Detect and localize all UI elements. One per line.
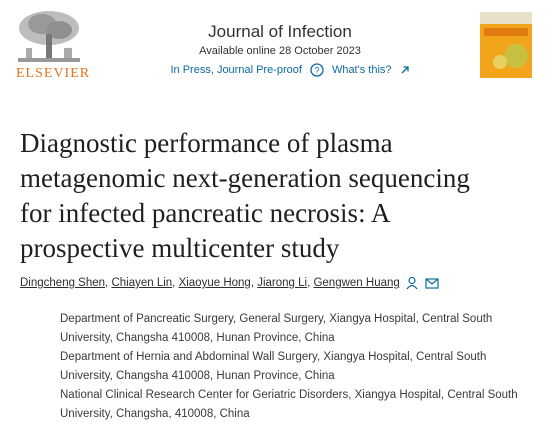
affiliation: National Clinical Research Center for Ge…	[60, 389, 518, 420]
separator: ,	[307, 277, 314, 289]
available-date: Available online 28 October 2023	[199, 45, 361, 57]
article-title: Diagnostic performance of plasma metagen…	[20, 126, 470, 266]
separator: ,	[105, 277, 112, 289]
title-line: for infected pancreatic necrosis: A	[20, 198, 391, 228]
status[interactable]: In Press, Journal Pre-proof	[170, 64, 302, 76]
author-icons[interactable]	[406, 276, 440, 290]
affiliation: Department of Hernia and Abdominal Wall …	[60, 351, 487, 382]
whats-this[interactable]: What's this?	[331, 64, 392, 76]
help-icon[interactable]: ?	[310, 63, 324, 77]
elsevier-logo	[14, 8, 84, 66]
author[interactable]: Xiaoyue Hong	[178, 277, 251, 289]
affiliations: Department of Pancreatic Surgery, Genera…	[60, 310, 538, 424]
svg-text:?: ?	[314, 66, 319, 76]
authors: Dingcheng Shen, Chiayen Lin, Xiaoyue Hon…	[20, 276, 440, 290]
author[interactable]: Gengwen Huang	[313, 277, 400, 289]
affiliation: Department of Pancreatic Surgery, Genera…	[60, 313, 493, 344]
title-line: Diagnostic performance of plasma	[20, 128, 393, 158]
journal-name[interactable]: Journal of Infection	[208, 22, 352, 41]
publisher: ELSEVIER	[16, 66, 91, 81]
status-row: In Press, Journal Pre-proof ? What's thi…	[150, 63, 430, 77]
author[interactable]: Chiayen Lin	[111, 277, 173, 289]
title-line: prospective multicenter study	[20, 233, 340, 263]
separator: ,	[172, 277, 179, 289]
author[interactable]: Dingcheng Shen	[20, 277, 106, 289]
title-line: metagenomic next-generation sequencing	[20, 163, 470, 193]
author[interactable]: Jiarong Li	[257, 277, 308, 289]
separator: ,	[250, 277, 258, 289]
external-icon	[401, 66, 409, 74]
journal-cover[interactable]	[480, 12, 532, 78]
